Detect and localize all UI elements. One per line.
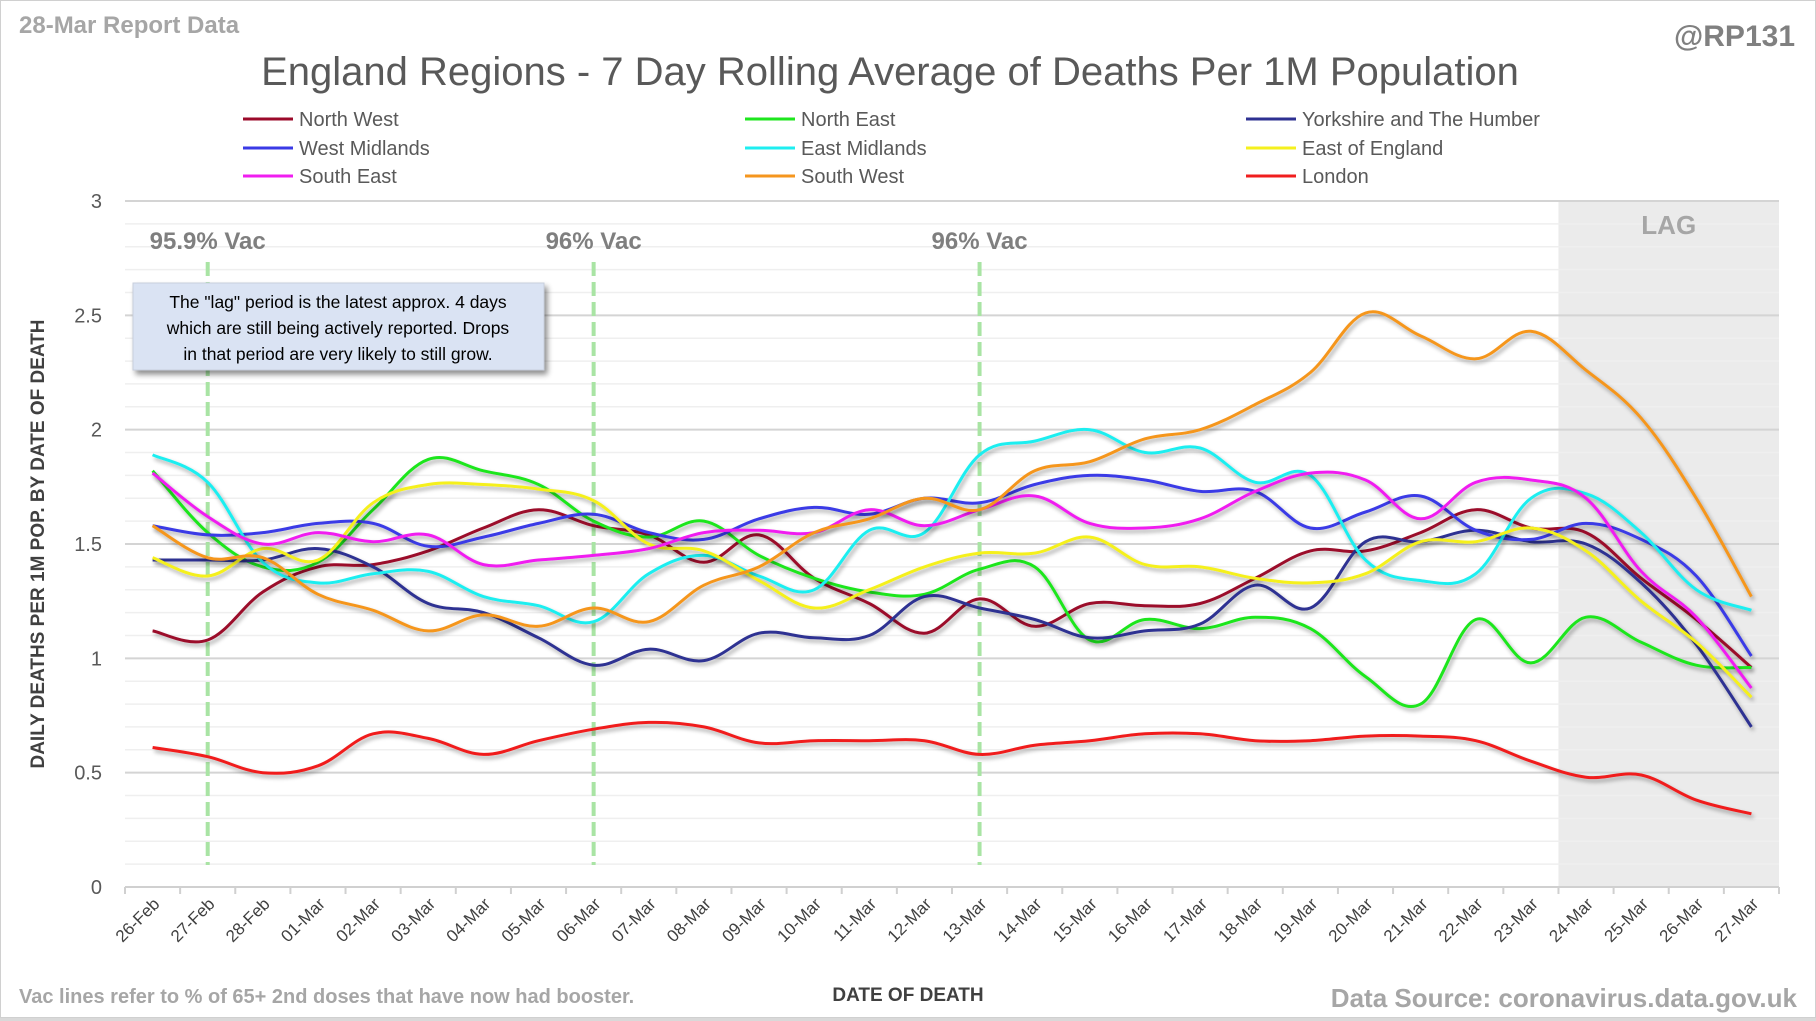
legend-label: Yorkshire and The Humber xyxy=(1302,109,1540,131)
legend-item-south-west: South West xyxy=(745,166,904,188)
x-tick-label: 14-Mar xyxy=(994,894,1046,946)
series-line-north-east xyxy=(151,456,1752,708)
x-tick-label: 03-Mar xyxy=(388,894,440,946)
x-tick-label: 13-Mar xyxy=(939,894,991,946)
series-line-south-west xyxy=(151,310,1753,633)
x-tick-label: 24-Mar xyxy=(1545,894,1597,946)
x-tick-label: 26-Feb xyxy=(112,894,164,946)
x-tick-label: 08-Mar xyxy=(663,894,715,946)
x-tick-label: 05-Mar xyxy=(498,894,550,946)
legend-item-north-west: North West xyxy=(243,109,399,131)
chart-title: England Regions - 7 Day Rolling Average … xyxy=(261,50,1519,94)
y-tick-label: 1 xyxy=(91,648,102,670)
x-tick-label: 15-Mar xyxy=(1049,894,1101,946)
x-tick-label: 25-Mar xyxy=(1600,894,1652,946)
y-tick-label: 2 xyxy=(91,420,102,442)
vac-line-label: 96% Vac xyxy=(932,228,1028,255)
legend-label: East of England xyxy=(1302,138,1443,160)
author-handle: @RP131 xyxy=(1674,20,1795,53)
x-tick-label: 07-Mar xyxy=(608,894,660,946)
x-tick-label: 28-Feb xyxy=(222,894,274,946)
legend-item-east-midlands: East Midlands xyxy=(745,138,927,160)
x-tick-label: 21-Mar xyxy=(1380,894,1432,946)
x-tick-label: 11-Mar xyxy=(830,894,881,945)
x-tick-label: 12-Mar xyxy=(884,894,936,946)
legend-item-london: London xyxy=(1246,166,1369,188)
vac-line-label: 96% Vac xyxy=(546,228,642,255)
legend-item-north-east: North East xyxy=(745,109,896,131)
annotation-background xyxy=(132,282,545,371)
series-lines xyxy=(151,310,1753,816)
legend-label: North West xyxy=(299,109,399,131)
footer-note: Vac lines refer to % of 65+ 2nd doses th… xyxy=(19,986,634,1008)
vac-line-label: 95.9% Vac xyxy=(150,228,266,255)
legend-item-east-of-england: East of England xyxy=(1246,138,1443,160)
y-tick-label: 0 xyxy=(91,877,102,899)
data-source: Data Source: coronavirus.data.gov.uk xyxy=(1331,983,1798,1013)
lag-annotation-box: The "lag" period is the latest approx. 4… xyxy=(132,282,545,371)
legend-label: South West xyxy=(801,166,904,188)
series-line-north-west xyxy=(152,508,1753,669)
y-tick-label: 1.5 xyxy=(74,534,102,556)
legend-label: West Midlands xyxy=(299,138,430,160)
legend: North West North East Yorkshire and The Hu… xyxy=(243,109,1540,188)
legend-item-west-midlands: West Midlands xyxy=(243,138,430,160)
x-tick-label: 10-Mar xyxy=(773,894,825,946)
x-tick-label: 18-Mar xyxy=(1215,894,1267,946)
series-line-east-of-england xyxy=(152,481,1753,699)
legend-label: East Midlands xyxy=(801,138,927,160)
legend-label: London xyxy=(1302,166,1369,188)
legend-label: North East xyxy=(801,109,896,131)
y-tick-label: 0.5 xyxy=(74,763,102,785)
x-tick-label: 09-Mar xyxy=(718,894,770,946)
y-tick-label: 2.5 xyxy=(74,305,102,327)
legend-item-yorkshire-and-the-humber: Yorkshire and The Humber xyxy=(1246,109,1540,131)
x-tick-label: 26-Mar xyxy=(1656,894,1708,946)
x-tick-label: 19-Mar xyxy=(1270,894,1322,946)
report-date-label: 28-Mar Report Data xyxy=(19,12,240,39)
legend-item-south-east: South East xyxy=(243,166,397,188)
annotation-line-3: in that period are very likely to still … xyxy=(183,344,492,364)
x-tick-label: 20-Mar xyxy=(1325,894,1377,946)
legend-label: South East xyxy=(299,166,397,188)
y-axis-title: DAILY DEATHS PER 1M POP. BY DATE OF DEAT… xyxy=(28,319,49,768)
x-tick-label: 06-Mar xyxy=(553,894,605,946)
x-tick-label: 02-Mar xyxy=(332,894,384,946)
x-axis-title: DATE OF DEATH xyxy=(832,985,983,1006)
x-tick-label: 27-Feb xyxy=(167,894,219,946)
annotation-line-1: The "lag" period is the latest approx. 4… xyxy=(169,292,507,312)
x-tick-label: 23-Mar xyxy=(1490,894,1542,946)
series-line-east-midlands xyxy=(151,427,1752,625)
series-line-west-midlands xyxy=(152,473,1753,657)
lag-label: LAG xyxy=(1641,210,1696,240)
x-tick-label: 01-Mar xyxy=(277,894,329,946)
x-tick-label: 04-Mar xyxy=(443,894,495,946)
x-tick-label: 16-Mar xyxy=(1104,894,1156,946)
x-tick-label: 27-Mar xyxy=(1711,894,1763,946)
annotation-line-2: which are still being actively reported.… xyxy=(166,318,510,338)
y-tick-label: 3 xyxy=(91,191,102,213)
series-line-london xyxy=(152,720,1752,816)
gridlines xyxy=(125,200,1779,865)
x-tick-label: 22-Mar xyxy=(1435,894,1487,946)
x-tick-label: 17-Mar xyxy=(1159,894,1211,946)
